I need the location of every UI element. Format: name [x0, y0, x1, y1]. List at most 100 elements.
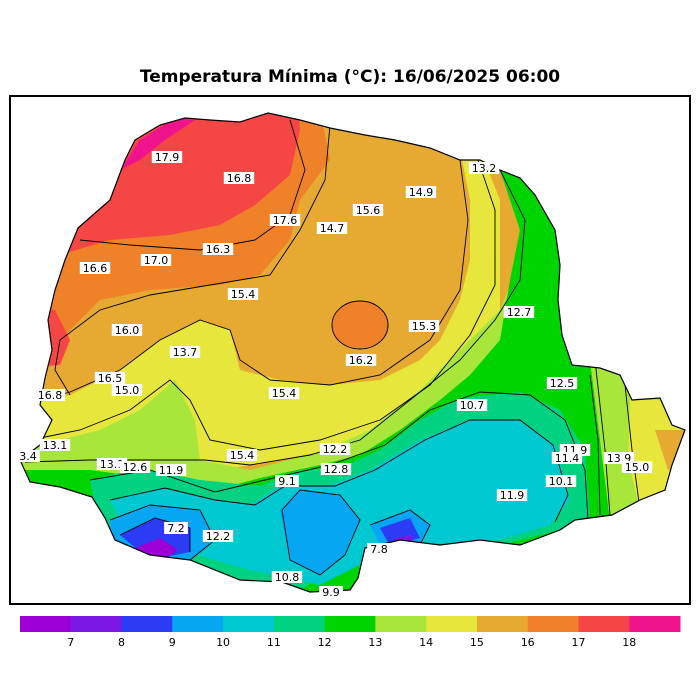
station-value-label: 12.2 [202, 530, 234, 543]
station-label-background [546, 377, 578, 389]
station-value-text: 10.8 [275, 571, 300, 584]
station-value-text: 13.2 [472, 162, 497, 175]
station-value-label: 15.4 [268, 387, 300, 400]
station-value-label: 16.3 [202, 243, 234, 256]
station-value-text: 12.2 [206, 530, 231, 543]
station-value-label: 15.6 [352, 204, 384, 217]
station-label-background [316, 222, 348, 234]
station-value-label: 3.4 [16, 450, 40, 463]
station-value-text: 7.2 [167, 522, 185, 535]
station-label-background [405, 186, 437, 198]
station-label-background [275, 475, 299, 487]
station-value-label: 14.7 [316, 222, 348, 235]
station-value-label: 15.4 [226, 449, 258, 462]
station-label-background [226, 449, 258, 461]
colorbar-segment [70, 616, 123, 632]
colorbar-segment [527, 616, 579, 632]
station-label-background [169, 346, 201, 358]
station-value-text: 3.4 [19, 450, 37, 463]
station-value-label: 10.8 [271, 571, 303, 584]
station-label-background [503, 306, 535, 318]
station-value-text: 10.1 [549, 475, 574, 488]
station-value-label: 15.0 [111, 384, 143, 397]
colorbar-segment [20, 616, 72, 632]
station-label-background [345, 354, 377, 366]
station-label-background [271, 571, 303, 583]
station-value-text: 14.7 [320, 222, 345, 235]
station-label-background [16, 450, 40, 462]
station-value-label: 16.2 [345, 354, 377, 367]
station-value-label: 15.0 [621, 461, 653, 474]
colorbar-segment [578, 616, 630, 632]
station-label-background [79, 262, 111, 274]
station-value-text: 12.2 [323, 443, 348, 456]
station-label-background [111, 384, 143, 396]
station-label-background [34, 389, 66, 401]
station-label-background [456, 399, 488, 411]
station-label-background [223, 172, 255, 184]
station-value-text: 16.8 [38, 389, 63, 402]
station-label-background [111, 324, 143, 336]
colorbar-segment [324, 616, 376, 632]
colorbar-segment [121, 616, 173, 632]
station-value-label: 12.8 [320, 463, 352, 476]
colorbar-tick-label: 12 [318, 636, 332, 649]
station-value-label: 10.1 [545, 475, 577, 488]
station-value-label: 14.9 [405, 186, 437, 199]
station-value-text: 12.7 [507, 306, 532, 319]
colorbar-tick-label: 17 [571, 636, 585, 649]
station-value-text: 15.4 [230, 449, 255, 462]
station-value-text: 13.1 [43, 439, 68, 452]
station-value-text: 15.6 [356, 204, 381, 217]
station-value-text: 17.6 [273, 214, 298, 227]
colorbar-segment [273, 616, 326, 632]
station-value-label: 12.5 [546, 377, 578, 390]
station-value-label: 11.4 [551, 452, 583, 465]
colorbar-tick-label: 13 [368, 636, 382, 649]
station-label-background [119, 461, 151, 473]
station-label-background [621, 461, 653, 473]
station-value-text: 12.8 [324, 463, 349, 476]
station-label-background [269, 214, 301, 226]
colorbar-segment [629, 616, 681, 632]
station-value-label: 13.1 [96, 458, 128, 471]
station-value-label: 10.7 [456, 399, 488, 412]
station-label-background [319, 586, 343, 598]
station-label-background [202, 530, 234, 542]
station-value-text: 9.9 [322, 586, 340, 599]
station-label-background [268, 387, 300, 399]
station-label-background [319, 443, 351, 455]
station-value-label: 7.2 [164, 522, 188, 535]
station-value-text: 11.4 [555, 452, 580, 465]
station-value-text: 15.0 [115, 384, 140, 397]
station-value-label: 13.1 [39, 439, 71, 452]
station-value-text: 14.9 [409, 186, 434, 199]
station-label-background [155, 464, 187, 476]
colorbar-tick-label: 16 [521, 636, 535, 649]
colorbar-segment [375, 616, 427, 632]
station-value-text: 12.6 [123, 461, 148, 474]
station-value-label: 9.1 [275, 475, 299, 488]
colorbar-segment [223, 616, 275, 632]
station-value-text: 16.8 [227, 172, 252, 185]
isotherm-contours [24, 119, 641, 576]
station-label-background [94, 372, 126, 384]
station-value-text: 10.7 [460, 399, 485, 412]
station-value-text: 16.0 [115, 324, 140, 337]
colorbar-tick-label: 18 [622, 636, 636, 649]
station-value-label: 16.6 [79, 262, 111, 275]
station-label-background [227, 288, 259, 300]
station-value-text: 15.0 [625, 461, 650, 474]
station-value-label: 7.8 [367, 543, 391, 556]
station-label-background [496, 489, 528, 501]
station-value-text: 9.1 [278, 475, 296, 488]
station-value-text: 16.2 [349, 354, 374, 367]
station-value-label: 16.5 [94, 372, 126, 385]
station-value-label: 16.8 [34, 389, 66, 402]
station-value-text: 15.3 [412, 320, 437, 333]
colorbar-tick-label: 15 [470, 636, 484, 649]
station-value-text: 12.5 [550, 377, 575, 390]
station-value-text: 13.1 [100, 458, 125, 471]
